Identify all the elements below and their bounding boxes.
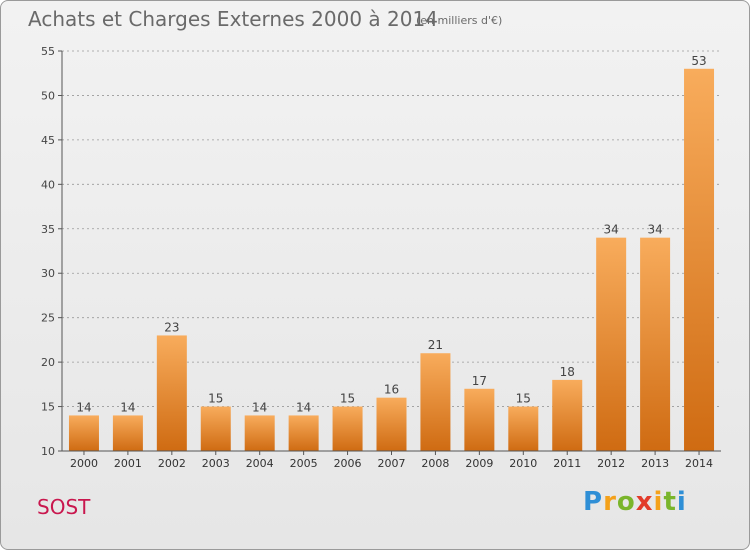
bar-value-label: 16 (384, 383, 399, 397)
x-tick-label: 2010 (509, 457, 537, 470)
x-tick-label: 2012 (597, 457, 625, 470)
x-tick-label: 2006 (334, 457, 362, 470)
x-tick-label: 2001 (114, 457, 142, 470)
x-tick-label: 2011 (553, 457, 581, 470)
bar (508, 406, 539, 451)
bar (244, 415, 275, 451)
y-tick-label: 40 (41, 178, 55, 191)
x-tick-label: 2014 (685, 457, 713, 470)
commune-name: SOST (37, 495, 91, 519)
bar (156, 335, 187, 451)
y-tick-label: 10 (41, 445, 55, 458)
x-tick-label: 2008 (421, 457, 449, 470)
bar (640, 237, 671, 451)
chart-unit: (en milliers d'€) (416, 14, 503, 27)
x-tick-label: 2004 (246, 457, 274, 470)
bar-value-label: 21 (428, 338, 443, 352)
x-tick-label: 2009 (465, 457, 493, 470)
bar-value-label: 23 (164, 320, 179, 334)
bar (200, 406, 231, 451)
bar-value-label: 15 (340, 392, 355, 406)
bar-value-label: 14 (120, 400, 135, 414)
bar (420, 353, 451, 451)
bar-value-label: 15 (208, 392, 223, 406)
x-tick-label: 2003 (202, 457, 230, 470)
y-tick-label: 30 (41, 267, 55, 280)
chart-title: Achats et Charges Externes 2000 à 2014 (28, 7, 438, 31)
y-tick-label: 50 (41, 89, 55, 102)
y-tick-label: 15 (41, 401, 55, 414)
bar-value-label: 14 (76, 400, 91, 414)
x-tick-label: 2007 (378, 457, 406, 470)
bar-value-label: 34 (604, 223, 619, 237)
x-tick-label: 2013 (641, 457, 669, 470)
proxiti-logo[interactable]: Proxiti (583, 487, 687, 517)
bar (552, 379, 583, 451)
y-tick-label: 55 (41, 45, 55, 58)
x-tick-label: 2002 (158, 457, 186, 470)
y-tick-label: 25 (41, 312, 55, 325)
bar-value-label: 14 (296, 400, 311, 414)
bar (332, 406, 363, 451)
y-tick-label: 45 (41, 134, 55, 147)
bar-value-label: 14 (252, 400, 267, 414)
bar-value-label: 53 (691, 54, 706, 68)
y-tick-label: 20 (41, 356, 55, 369)
bar (464, 388, 495, 451)
bar (288, 415, 319, 451)
bar-value-label: 15 (516, 392, 531, 406)
bar (596, 237, 627, 451)
bar-value-label: 34 (647, 223, 662, 237)
x-tick-label: 2000 (70, 457, 98, 470)
bar-value-label: 17 (472, 374, 487, 388)
x-tick-label: 2005 (290, 457, 318, 470)
bar (684, 68, 715, 452)
bar (68, 415, 99, 451)
bar-value-label: 18 (560, 365, 575, 379)
y-tick-label: 35 (41, 223, 55, 236)
bar (376, 397, 407, 451)
bar (112, 415, 143, 451)
